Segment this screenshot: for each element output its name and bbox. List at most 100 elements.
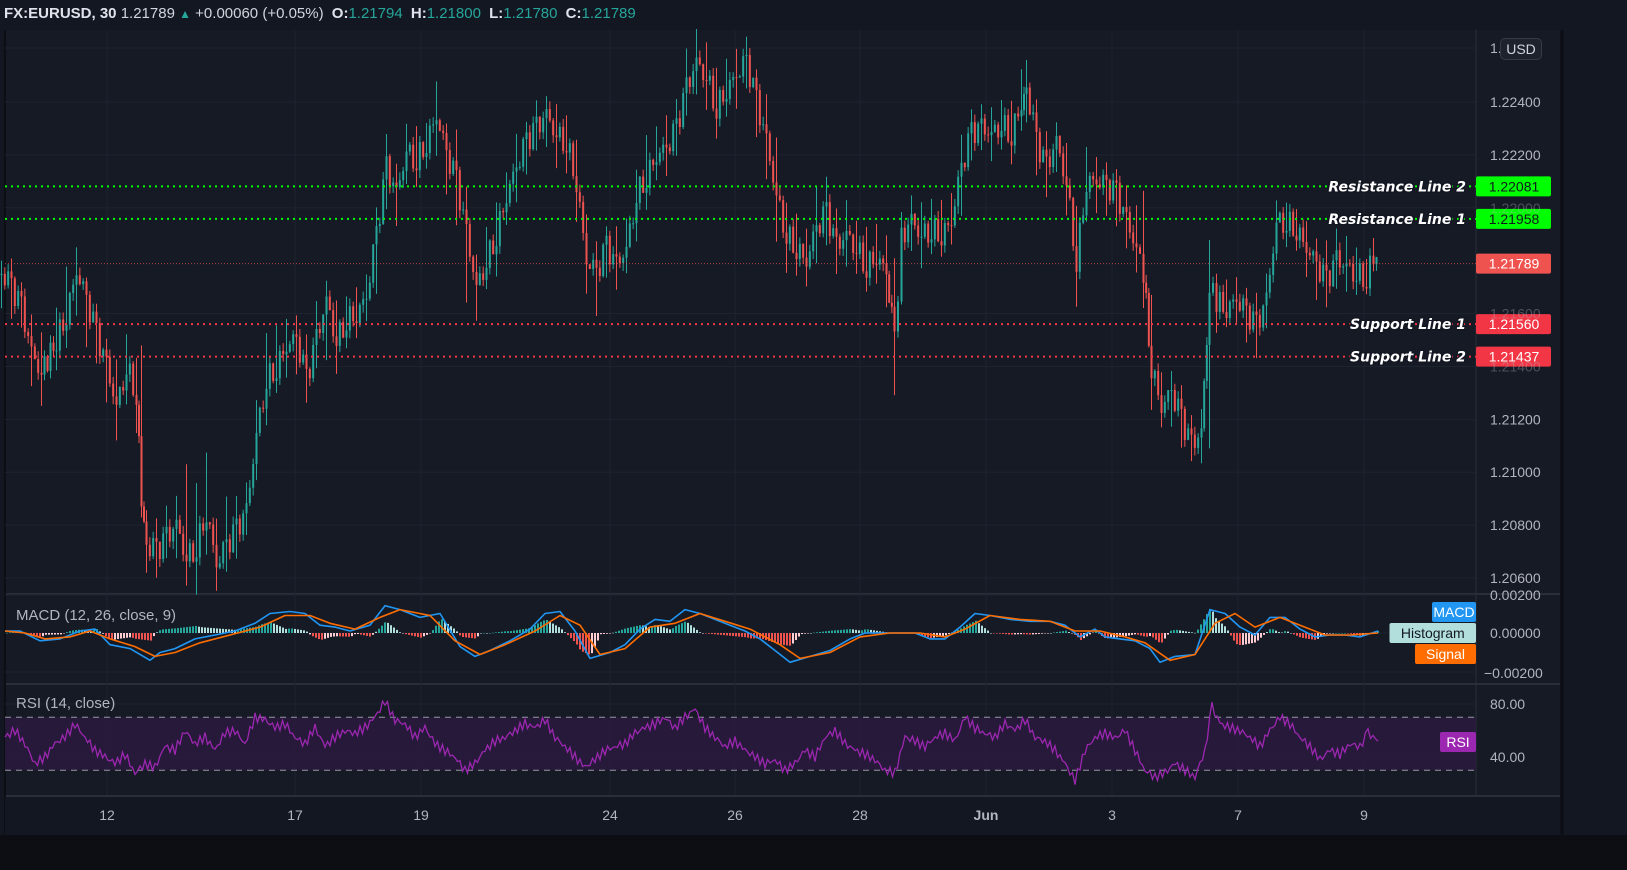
histogram-bar: [177, 628, 179, 633]
histogram-bar: [696, 629, 698, 633]
histogram-bar: [612, 632, 614, 634]
price-tag: [1476, 314, 1551, 335]
histogram-bar: [930, 633, 932, 639]
histogram-bar: [783, 633, 785, 646]
histogram-bar: [624, 628, 626, 633]
candle-body: [728, 79, 731, 99]
candle-body: [1167, 390, 1170, 402]
histogram-bar: [171, 628, 173, 633]
histogram-bar: [831, 630, 833, 633]
candle-body: [218, 563, 221, 568]
histogram-bar: [429, 633, 431, 634]
histogram-bar: [708, 633, 710, 634]
time-axis[interactable]: [5, 797, 1560, 835]
candle-body: [1328, 270, 1331, 287]
candle-body: [973, 122, 976, 144]
candle-body: [105, 349, 108, 357]
histogram-bar: [531, 627, 533, 633]
currency-button[interactable]: USD: [1500, 38, 1542, 60]
histogram-bar: [258, 625, 260, 633]
histogram-bar: [516, 630, 518, 633]
price-axis-label: 1.22400: [1490, 94, 1541, 110]
candle-body: [1000, 130, 1003, 138]
histogram-bar: [879, 631, 881, 633]
candle-body: [548, 109, 551, 121]
histogram-bar: [858, 630, 860, 633]
histogram-bar: [348, 633, 350, 637]
histogram-bar: [1053, 632, 1055, 634]
candle-body: [977, 123, 980, 144]
histogram-bar: [351, 633, 353, 637]
histogram-bar: [30, 633, 32, 635]
histogram-bar: [36, 633, 38, 637]
candle-body: [1010, 141, 1013, 146]
candle-body: [402, 171, 405, 181]
candle-body: [135, 394, 138, 405]
histogram-bar: [1341, 633, 1343, 634]
histogram-bar: [549, 621, 551, 633]
candle-body: [162, 533, 165, 560]
candle-body: [495, 246, 498, 255]
histogram-bar: [99, 631, 101, 633]
histogram-bar: [786, 633, 788, 646]
histogram-bar: [1158, 633, 1160, 643]
candle-body: [462, 209, 465, 211]
time-axis-label: 28: [852, 807, 868, 823]
candle-body: [588, 264, 591, 269]
candle-body: [752, 77, 755, 88]
histogram-bar: [1173, 630, 1175, 633]
candle-body: [228, 539, 231, 553]
candle-body: [862, 242, 865, 272]
candle-body: [668, 147, 671, 152]
histogram-bar: [1179, 630, 1181, 633]
histogram-bar: [399, 632, 401, 633]
candle-body: [108, 356, 111, 384]
time-axis-label: 9: [1360, 807, 1368, 823]
histogram-bar: [1215, 618, 1217, 633]
candle-body: [1205, 344, 1208, 381]
macd-histogram: [6, 608, 1379, 655]
histogram-bar: [204, 627, 206, 633]
macd-line: [5, 604, 1379, 664]
histogram-bar: [1188, 631, 1190, 633]
symbol-name[interactable]: FX:EURUSD, 30: [4, 5, 117, 22]
candle-body: [358, 304, 361, 324]
candle-body: [698, 57, 701, 65]
histogram-bar: [675, 625, 677, 633]
price-tag-text: 1.21560: [1489, 316, 1540, 332]
histogram-bar: [1107, 633, 1109, 639]
candle-body: [17, 290, 20, 307]
histogram-bar: [837, 630, 839, 633]
candle-body: [1295, 235, 1298, 241]
candle-body: [782, 200, 785, 233]
histogram-bar: [69, 631, 71, 633]
histogram-bar: [570, 633, 572, 639]
histogram-bar: [129, 633, 131, 638]
candle-body: [452, 160, 455, 174]
candle-body: [1218, 291, 1221, 312]
histogram-bar: [375, 631, 377, 633]
histogram-bar: [747, 633, 749, 638]
rsi-tag: [1440, 732, 1476, 752]
candle-body: [622, 257, 625, 264]
candle-body: [858, 242, 861, 254]
candle-body: [835, 228, 838, 237]
main-pane: [5, 30, 1560, 593]
candle-body: [672, 123, 675, 152]
histogram-bar: [756, 633, 758, 639]
candle-body: [762, 124, 765, 126]
histogram-bar: [1278, 632, 1280, 633]
histogram-bar: [150, 633, 152, 641]
histogram-bar: [801, 633, 803, 635]
candle-body: [718, 89, 721, 119]
histogram-bar: [303, 630, 305, 633]
histogram-bar: [1224, 626, 1226, 633]
histogram-bar: [1065, 630, 1067, 633]
candle-body: [1098, 184, 1101, 188]
candle-body: [128, 363, 131, 375]
candle-body: [1255, 311, 1258, 315]
rsi-line: [4, 699, 1379, 785]
candle-body: [947, 223, 950, 226]
candle-body: [772, 160, 775, 183]
